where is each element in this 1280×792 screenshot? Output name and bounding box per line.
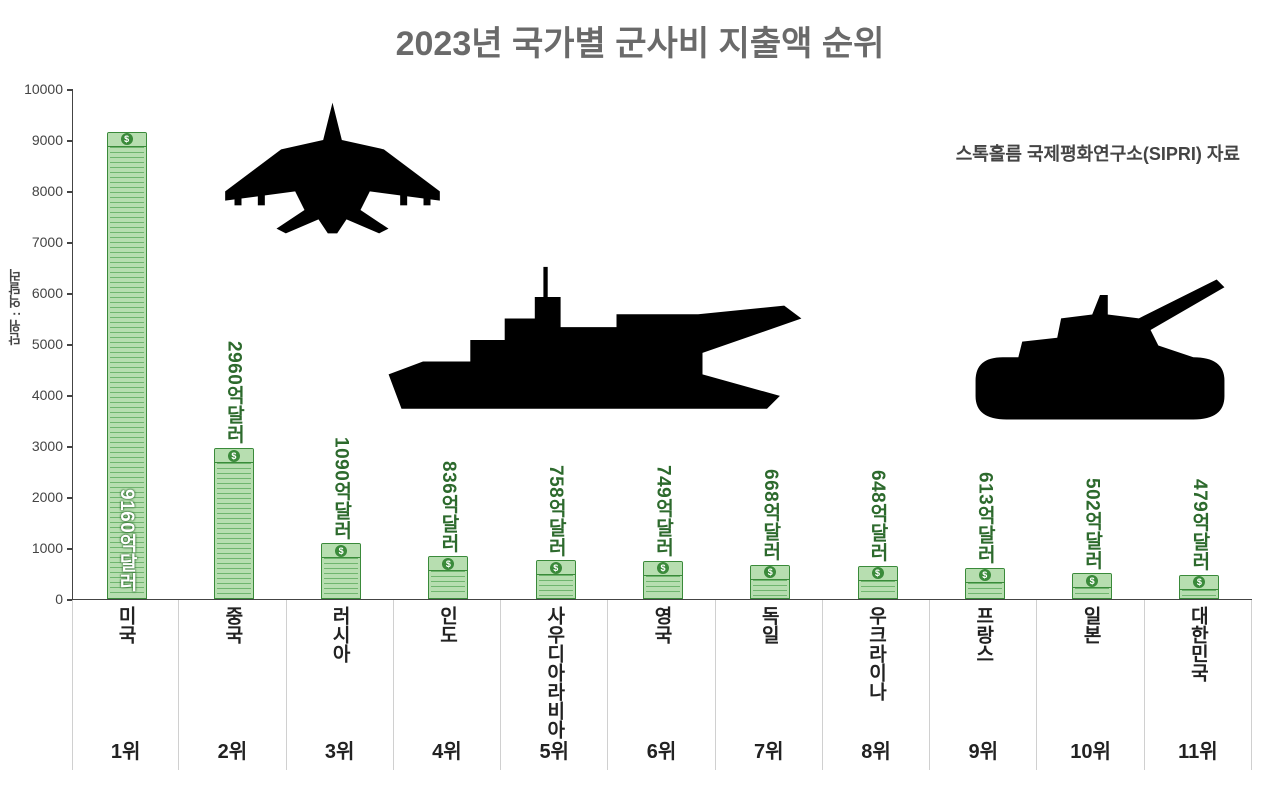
bar-value-label: 648억달러 <box>864 470 891 562</box>
rank-label: 4위 <box>432 735 462 764</box>
country-label: 일본 <box>1077 606 1104 644</box>
rank-label: 9위 <box>969 735 999 764</box>
country-label: 중국 <box>219 606 246 644</box>
bar-value-label: 1090억달러 <box>328 437 355 540</box>
country-label: 영국 <box>648 606 675 644</box>
rank-label: 11위 <box>1178 735 1218 764</box>
x-slot: 영국 6위 <box>608 600 715 770</box>
country-label: 대한민국 <box>1184 606 1211 682</box>
country-label: 우크라이나 <box>863 606 890 701</box>
chart-title: 2023년 국가별 군사비 지출액 순위 <box>0 16 1280 65</box>
bar-slot: $9160억달러 <box>73 90 180 599</box>
country-label: 사우디아라비아 <box>541 606 568 739</box>
x-slot: 일본 10위 <box>1037 600 1144 770</box>
bar-slot: $613억달러 <box>931 90 1038 599</box>
bar-value-label: 9160억달러 <box>113 489 140 592</box>
bar: $ <box>965 568 1005 599</box>
bar: $ <box>214 448 254 599</box>
rank-label: 5위 <box>539 735 569 764</box>
bar: $ <box>1179 575 1219 599</box>
country-label: 인도 <box>433 606 460 644</box>
bar-value-label: 749억달러 <box>649 465 676 557</box>
x-slot: 대한민국 11위 <box>1145 600 1252 770</box>
plot-area: $9160억달러$2960억달러$1090억달러$836억달러$758억달러$7… <box>72 90 1252 600</box>
bar: $ <box>1072 573 1112 599</box>
country-label: 러시아 <box>326 606 353 663</box>
bar: $ <box>321 543 361 599</box>
bars-container: $9160억달러$2960억달러$1090억달러$836억달러$758억달러$7… <box>73 90 1252 599</box>
y-axis-label: 단위 : 억달러 <box>6 269 25 346</box>
rank-label: 10위 <box>1070 735 1111 764</box>
rank-label: 1위 <box>111 735 141 764</box>
bar-slot: $668억달러 <box>717 90 824 599</box>
bar-value-label: 2960억달러 <box>220 341 247 444</box>
rank-label: 7위 <box>754 735 784 764</box>
x-slot: 프랑스 9위 <box>930 600 1037 770</box>
bar: $ <box>858 566 898 599</box>
x-slot: 독일 7위 <box>716 600 823 770</box>
bar-value-label: 668억달러 <box>757 469 784 561</box>
country-label: 독일 <box>755 606 782 644</box>
rank-label: 3위 <box>325 735 355 764</box>
rank-label: 6위 <box>647 735 677 764</box>
bar-slot: $502억달러 <box>1038 90 1145 599</box>
bar-slot: $1090억달러 <box>288 90 395 599</box>
x-slot: 사우디아라비아5위 <box>501 600 608 770</box>
bar-value-label: 502억달러 <box>1079 478 1106 570</box>
x-slot: 우크라이나 8위 <box>823 600 930 770</box>
country-label: 미국 <box>112 606 139 644</box>
bar: $ <box>750 565 790 599</box>
bar-slot: $836억달러 <box>395 90 502 599</box>
x-slot: 러시아 3위 <box>287 600 394 770</box>
bar-slot: $479억달러 <box>1146 90 1253 599</box>
x-slot: 중국 2위 <box>179 600 286 770</box>
bar-slot: $648억달러 <box>824 90 931 599</box>
x-axis-area: 미국 1위 중국 2위 러시아 3위 인도 4위 사우디아라비아5위 영국 6위 독일 7위 우크라이나 8… <box>72 600 1252 770</box>
bar-value-label: 758억달러 <box>542 465 569 557</box>
bar-value-label: 836억달러 <box>435 461 462 553</box>
x-slot: 인도 4위 <box>394 600 501 770</box>
bar-value-label: 479억달러 <box>1186 479 1213 571</box>
country-label: 프랑스 <box>970 606 997 663</box>
rank-label: 2위 <box>218 735 248 764</box>
bar-slot: $2960억달러 <box>180 90 287 599</box>
x-slot: 미국 1위 <box>72 600 179 770</box>
bar: $ <box>643 561 683 599</box>
rank-label: 8위 <box>861 735 891 764</box>
bar-slot: $749억달러 <box>609 90 716 599</box>
bar: $ <box>536 560 576 599</box>
bar: $ <box>428 556 468 599</box>
bar-slot: $758억달러 <box>502 90 609 599</box>
bar: $9160억달러 <box>107 132 147 599</box>
bar-value-label: 613억달러 <box>971 472 998 564</box>
